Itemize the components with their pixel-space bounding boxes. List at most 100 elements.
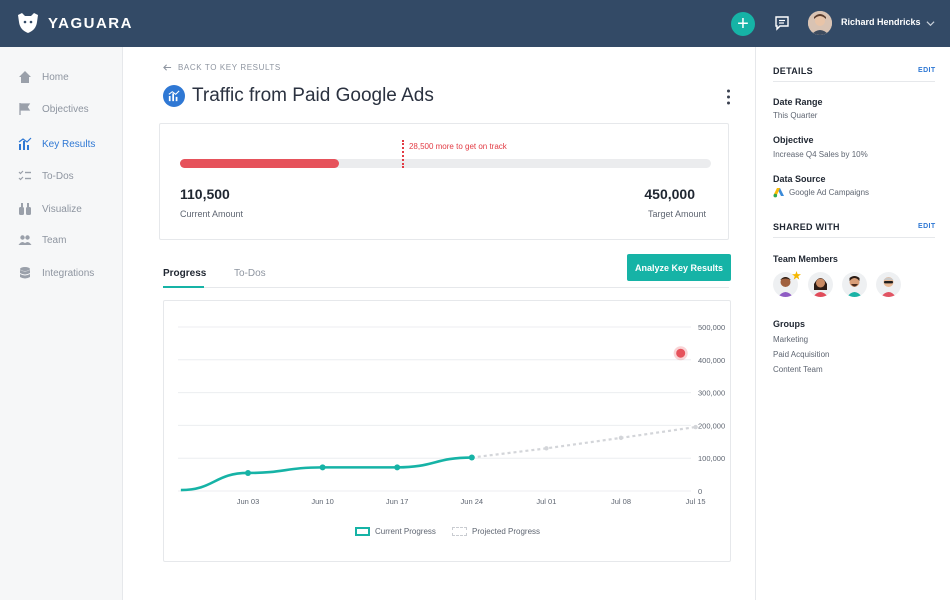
sidebar-item-label: Visualize bbox=[42, 203, 82, 215]
add-button[interactable]: + bbox=[731, 12, 755, 36]
jaguar-logo-icon bbox=[18, 13, 38, 33]
active-tab-indicator bbox=[163, 286, 204, 288]
chevron-down-icon[interactable] bbox=[926, 19, 935, 28]
target-amount-value: 450,000 bbox=[644, 186, 695, 202]
analyze-key-results-button[interactable]: Analyze Key Results bbox=[627, 254, 731, 281]
on-track-marker bbox=[401, 140, 404, 168]
current-point bbox=[394, 464, 401, 471]
on-track-note: 28,500 more to get on track bbox=[408, 142, 507, 151]
date-range-label: Date Range bbox=[773, 97, 823, 107]
progress-fill bbox=[180, 159, 340, 168]
shared-edit-link[interactable]: EDIT bbox=[918, 223, 936, 230]
legend-current-label: Current Progress bbox=[375, 527, 436, 536]
sidebar-item-integrations[interactable]: Integrations bbox=[18, 266, 94, 280]
chat-icon[interactable] bbox=[774, 15, 790, 31]
x-tick-label: Jun 10 bbox=[311, 497, 334, 506]
legend-projected-swatch bbox=[452, 527, 467, 536]
sidebar-item-label: Home bbox=[42, 71, 69, 83]
legend-current: Current Progress bbox=[355, 527, 436, 536]
x-tick-label: Jun 03 bbox=[237, 497, 260, 506]
x-tick-label: Jun 24 bbox=[461, 497, 484, 506]
projected-point bbox=[618, 435, 624, 441]
tab-todos[interactable]: To-Dos bbox=[234, 268, 266, 279]
more-options-icon[interactable] bbox=[726, 89, 731, 105]
current-progress-line bbox=[180, 456, 472, 492]
details-edit-link[interactable]: EDIT bbox=[918, 67, 936, 74]
user-avatar[interactable] bbox=[808, 11, 832, 35]
sidebar-item-visualize[interactable]: Visualize bbox=[18, 202, 82, 216]
objective-label: Objective bbox=[773, 135, 814, 145]
team-member-avatar[interactable] bbox=[773, 272, 798, 297]
team-member-avatar[interactable] bbox=[842, 272, 867, 297]
sidebar-item-label: Integrations bbox=[42, 267, 95, 279]
current-point bbox=[245, 469, 251, 476]
group-item[interactable]: Marketing bbox=[773, 335, 809, 344]
back-to-key-results-link[interactable]: BACK TO KEY RESULTS bbox=[163, 63, 281, 72]
brand-logo[interactable]: YAGUARA bbox=[16, 12, 133, 34]
binoculars-icon bbox=[19, 203, 31, 215]
group-item[interactable]: Paid Acquisition bbox=[773, 350, 830, 359]
team-members-label: Team Members bbox=[773, 254, 838, 264]
sidebar-item-label: Key Results bbox=[42, 138, 96, 150]
x-tick-label: Jul 08 bbox=[611, 497, 631, 506]
y-tick-label: 500,000 bbox=[698, 323, 725, 332]
arrow-left-icon bbox=[163, 64, 172, 71]
sidebar-item-key-results[interactable]: Key Results bbox=[18, 137, 95, 151]
bar-chart-icon bbox=[18, 137, 32, 150]
target-amount-label: Target Amount bbox=[647, 209, 706, 219]
x-tick-label: Jun 17 bbox=[386, 497, 409, 506]
tab-divider bbox=[163, 287, 729, 288]
key-result-icon bbox=[163, 85, 185, 107]
legend-projected: Projected Progress bbox=[452, 527, 540, 536]
data-source-value: Google Ad Campaigns bbox=[789, 188, 870, 197]
team-member-avatar[interactable] bbox=[808, 272, 833, 297]
top-bar: YAGUARA + Richard Hendricks bbox=[0, 0, 950, 47]
data-source[interactable]: Google Ad Campaigns bbox=[773, 187, 869, 198]
star-icon bbox=[792, 271, 801, 280]
sidebar: Home Objectives Key Results To-Dos Visua… bbox=[0, 47, 123, 600]
flag-icon bbox=[19, 103, 31, 115]
y-tick-label: 200,000 bbox=[698, 421, 725, 430]
sidebar-item-label: To-Dos bbox=[42, 170, 74, 182]
y-tick-label: 0 bbox=[698, 487, 702, 496]
tab-progress[interactable]: Progress bbox=[163, 268, 207, 279]
checklist-icon bbox=[18, 170, 31, 181]
details-heading: DETAILS bbox=[773, 66, 813, 76]
team-member-avatar[interactable] bbox=[876, 272, 901, 297]
current-point bbox=[468, 454, 475, 461]
objective-value[interactable]: Increase Q4 Sales by 10% bbox=[773, 150, 868, 159]
progress-card: 28,500 more to get on track 110,500 Curr… bbox=[159, 123, 729, 240]
x-tick-label: Jul 01 bbox=[536, 497, 556, 506]
progress-track bbox=[180, 159, 711, 168]
sidebar-item-team[interactable]: Team bbox=[18, 233, 66, 247]
legend-projected-label: Projected Progress bbox=[472, 527, 541, 536]
database-icon bbox=[20, 267, 30, 279]
groups-label: Groups bbox=[773, 319, 806, 329]
shared-divider bbox=[773, 237, 935, 238]
current-point bbox=[319, 464, 326, 471]
date-range-value: This Quarter bbox=[773, 111, 818, 120]
group-item[interactable]: Content Team bbox=[773, 365, 823, 374]
projected-point bbox=[544, 446, 549, 451]
current-amount-label: Current Amount bbox=[180, 209, 244, 219]
user-name[interactable]: Richard Hendricks bbox=[841, 17, 921, 27]
projected-point bbox=[693, 424, 698, 430]
sidebar-item-todos[interactable]: To-Dos bbox=[18, 169, 74, 183]
sidebar-item-label: Objectives bbox=[42, 103, 89, 115]
brand-name: YAGUARA bbox=[48, 14, 133, 32]
y-tick-label: 400,000 bbox=[698, 356, 725, 365]
back-link-label: BACK TO KEY RESULTS bbox=[178, 63, 281, 72]
sidebar-item-home[interactable]: Home bbox=[18, 70, 69, 84]
sidebar-item-label: Team bbox=[42, 234, 67, 246]
x-tick-label: Jul 15 bbox=[686, 497, 706, 506]
y-tick-label: 300,000 bbox=[698, 389, 725, 398]
progress-chart-card: 500,000 400,000 300,000 200,000 100,000 0 Jun … bbox=[163, 300, 731, 562]
details-divider bbox=[773, 81, 935, 82]
sidebar-item-objectives[interactable]: Objectives bbox=[18, 102, 89, 116]
details-panel: DETAILS EDIT Date Range This Quarter Obj… bbox=[755, 47, 950, 600]
home-icon bbox=[19, 71, 31, 83]
legend-current-swatch bbox=[355, 527, 370, 536]
page-title: Traffic from Paid Google Ads bbox=[192, 85, 434, 106]
data-source-label: Data Source bbox=[773, 174, 826, 184]
shared-with-heading: SHARED WITH bbox=[773, 222, 840, 232]
